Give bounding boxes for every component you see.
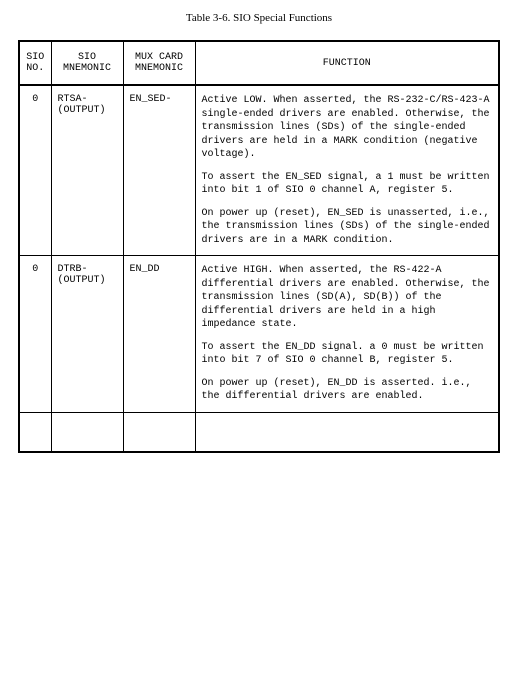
function-para: Active LOW. When asserted, the RS-232-C/… (202, 94, 493, 162)
header-row: SIONO. SIOMNEMONIC MUX CARDMNEMONIC FUNC… (19, 41, 499, 85)
sio-table: SIONO. SIOMNEMONIC MUX CARDMNEMONIC FUNC… (18, 40, 500, 453)
function-para: On power up (reset), EN_SED is unasserte… (202, 207, 493, 248)
header-function: FUNCTION (195, 41, 499, 85)
cell-sio-mnem: RTSA-(OUTPUT) (51, 85, 123, 256)
header-sio-mnem: SIOMNEMONIC (51, 41, 123, 85)
table-row-empty (19, 412, 499, 452)
header-sio-no: SIONO. (19, 41, 51, 85)
table-row: 0 DTRB-(OUTPUT) EN_DD Active HIGH. When … (19, 256, 499, 413)
cell-mux-mnem: EN_DD (123, 256, 195, 413)
header-mux-mnem: MUX CARDMNEMONIC (123, 41, 195, 85)
cell-empty (19, 412, 51, 452)
cell-sio-no: 0 (19, 85, 51, 256)
table-title: Table 3-6. SIO Special Functions (18, 12, 500, 24)
cell-sio-no: 0 (19, 256, 51, 413)
cell-empty (51, 412, 123, 452)
function-para: On power up (reset), EN_DD is asserted. … (202, 377, 493, 404)
cell-mux-mnem: EN_SED- (123, 85, 195, 256)
function-para: To assert the EN_SED signal, a 1 must be… (202, 171, 493, 198)
cell-function: Active HIGH. When asserted, the RS-422-A… (195, 256, 499, 413)
table-row: 0 RTSA-(OUTPUT) EN_SED- Active LOW. When… (19, 85, 499, 256)
cell-empty (195, 412, 499, 452)
cell-empty (123, 412, 195, 452)
cell-function: Active LOW. When asserted, the RS-232-C/… (195, 85, 499, 256)
function-para: Active HIGH. When asserted, the RS-422-A… (202, 264, 493, 332)
function-para: To assert the EN_DD signal. a 0 must be … (202, 341, 493, 368)
cell-sio-mnem: DTRB-(OUTPUT) (51, 256, 123, 413)
